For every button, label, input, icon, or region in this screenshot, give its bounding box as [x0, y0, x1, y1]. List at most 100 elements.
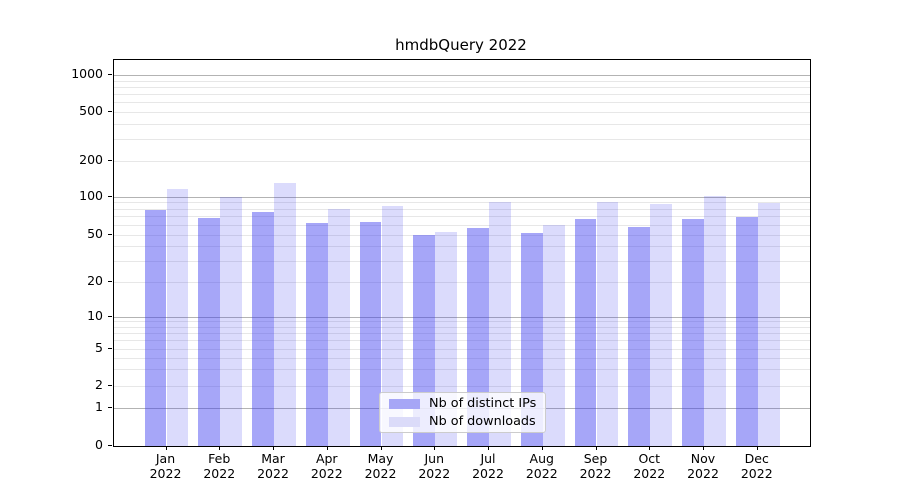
x-tick-mark: [273, 445, 274, 450]
y-tick-label: 100: [79, 187, 103, 203]
y-tick-mark: [108, 444, 112, 446]
bar: [144, 210, 167, 446]
y-tick-mark: [108, 195, 112, 197]
x-tick-mark: [488, 445, 489, 450]
legend: Nb of distinct IPs Nb of downloads: [379, 392, 546, 433]
legend-label-downloads: Nb of downloads: [429, 413, 536, 429]
y-tick-mark: [108, 74, 112, 75]
x-tick-mark: [595, 445, 597, 450]
bar: [166, 189, 189, 446]
legend-swatch-distinct-ips: [389, 398, 420, 409]
y-tick-label: 2: [95, 377, 103, 392]
x-tick-label: Apr 2022: [310, 451, 343, 481]
x-tick-label: Dec 2022: [740, 451, 773, 481]
gridline-major: [114, 196, 810, 198]
x-tick-label: Jan 2022: [149, 451, 182, 481]
gridline-minor: [114, 111, 810, 113]
x-tick-mark: [219, 445, 221, 450]
gridline-major: [114, 75, 810, 76]
x-tick-mark: [756, 445, 758, 450]
bar: [735, 216, 758, 446]
gridline-minor: [114, 386, 810, 387]
bar: [574, 219, 597, 446]
bar: [489, 202, 511, 446]
y-tick-label: 5: [95, 339, 103, 355]
gridline-minor: [114, 208, 810, 210]
y-tick-mark: [108, 315, 112, 317]
x-tick-label: Oct 2022: [633, 451, 666, 481]
gridline-minor: [114, 326, 810, 328]
bar: [650, 203, 673, 446]
gridline-minor: [114, 224, 810, 226]
bar: [198, 217, 221, 446]
gridline-minor: [114, 348, 810, 350]
gridline-minor: [114, 357, 810, 359]
legend-item-downloads: Nb of downloads: [389, 413, 536, 429]
plot-area: [113, 59, 811, 447]
y-tick-label: 1: [95, 399, 103, 414]
x-tick-label: Mar 2022: [257, 451, 289, 481]
x-tick-label: Sep 2022: [579, 451, 612, 481]
bar: [220, 196, 243, 446]
bar: [757, 203, 780, 446]
y-tick-mark: [108, 110, 112, 112]
x-tick-mark: [649, 445, 651, 450]
gridline-minor: [114, 321, 810, 323]
y-tick-mark: [108, 407, 112, 408]
bar: [596, 202, 619, 446]
gridline-minor: [114, 123, 810, 125]
gridline-minor: [114, 216, 810, 218]
bar: [542, 224, 565, 446]
x-tick-mark: [326, 445, 328, 450]
y-tick-label: 1000: [71, 66, 103, 81]
y-tick-mark: [108, 160, 112, 161]
bar: [381, 205, 404, 446]
y-tick-label: 200: [79, 152, 103, 167]
x-tick-label: Jun 2022: [418, 451, 451, 481]
y-tick-label: 0: [95, 436, 103, 452]
gridline-minor: [114, 86, 810, 88]
bar: [305, 222, 328, 446]
y-tick-label: 20: [87, 273, 103, 288]
x-tick-label: May 2022: [364, 451, 397, 481]
y-tick-label: 10: [87, 307, 103, 323]
gridline-minor: [114, 202, 810, 204]
x-tick-label: Feb 2022: [203, 451, 236, 481]
bar: [704, 196, 726, 446]
bar: [682, 218, 704, 446]
gridline-minor: [114, 260, 810, 262]
x-tick-mark: [541, 445, 543, 450]
bar: [467, 228, 489, 446]
y-tick-mark: [108, 233, 112, 235]
gridline-major: [114, 316, 810, 318]
chart-title: hmdbQuery 2022: [395, 36, 527, 54]
x-tick-mark: [165, 445, 167, 450]
gridline-minor: [114, 139, 810, 141]
bar: [274, 183, 296, 446]
x-tick-mark: [703, 445, 704, 450]
legend-swatch-downloads: [389, 416, 420, 427]
y-tick-label: 50: [87, 225, 103, 241]
bar: [252, 212, 274, 446]
x-tick-mark: [434, 445, 436, 450]
gridline-minor: [114, 332, 810, 334]
gridline-minor: [114, 369, 810, 371]
x-tick-label: Jul 2022: [472, 451, 504, 481]
gridline-minor: [114, 80, 810, 82]
gridline-minor: [114, 282, 810, 283]
legend-item-distinct-ips: Nb of distinct IPs: [389, 396, 536, 411]
y-tick-mark: [108, 385, 112, 386]
bar: [327, 208, 350, 446]
x-tick-mark: [380, 445, 382, 450]
bar: [628, 227, 651, 446]
y-tick-mark: [108, 281, 112, 282]
y-tick-label: 500: [79, 102, 103, 118]
y-tick-mark: [108, 347, 112, 349]
x-tick-label: Aug 2022: [525, 451, 558, 481]
gridline-minor: [114, 234, 810, 236]
gridline-minor: [114, 161, 810, 162]
x-tick-label: Nov 2022: [687, 451, 719, 481]
bar: [359, 221, 382, 446]
gridline-minor: [114, 101, 810, 103]
